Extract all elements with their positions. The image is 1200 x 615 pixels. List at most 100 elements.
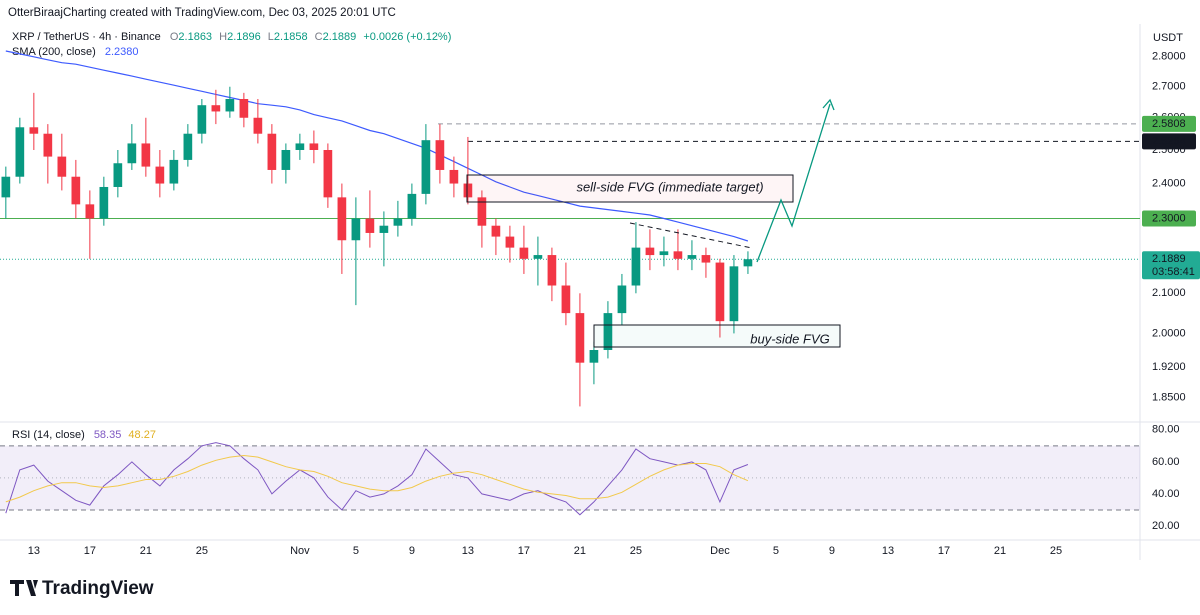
x-tick-label: 17 [938,545,950,557]
series-layer [1,50,753,516]
y-tick-label: 2.7000 [1152,81,1186,93]
candle-body [393,218,403,226]
candle-body [379,225,389,233]
candle-body [267,133,277,170]
candle-body [169,159,179,184]
sma-value: 2.2380 [105,46,139,58]
x-tick-label: 21 [994,545,1006,557]
level-label-bg [1142,133,1196,150]
change: +0.0026 (+0.12%) [363,31,451,43]
axis-layer: 2.80002.70002.60002.50002.40002.10002.00… [28,51,1200,557]
x-tick-label: 9 [829,545,835,557]
candle-body [463,183,473,198]
candle-body [533,255,543,259]
ohlc-value: 2.1858 [274,31,308,43]
last-price-bg [1142,251,1200,280]
ohlc-label: L [268,31,274,43]
trend-line [629,222,753,249]
projection-arrowhead [822,98,835,111]
x-tick-label: Dec [710,545,730,557]
x-tick-label: 21 [140,545,152,557]
candle-body [743,259,753,267]
x-tick-label: 5 [353,545,359,557]
candle-body [701,255,711,263]
y-tick-label: 2.8000 [1152,51,1186,63]
candle-body [127,143,137,164]
x-tick-label: 25 [1050,545,1062,557]
rsi-name: RSI (14, close) [12,429,85,441]
candle-body [673,251,683,259]
candle-body [729,266,739,322]
candle-body [225,99,235,112]
sma-legend: SMA (200, close) 2.2380 [12,46,138,58]
countdown-label: 03:58:41 [1152,266,1195,278]
candle-body [561,285,571,314]
logo-mark [10,580,38,596]
rsi-line [5,442,749,516]
ohlc-value: 2.1863 [178,31,212,43]
sell-side-fvg-label: sell-side FVG (immediate target) [576,179,763,194]
candle-body [155,166,165,184]
candle-body [449,169,459,184]
candle-body [183,133,193,160]
author-line: OtterBiraajCharting created with Trading… [8,7,396,19]
candle-body [85,204,95,219]
logo-text: TradingView [42,578,154,599]
candle-body [617,285,627,314]
candle-body [141,143,151,167]
candle-body [57,156,67,177]
y-tick-label: 20.00 [1152,520,1180,532]
candle-body [477,197,487,226]
ohlc-label: H [219,31,227,43]
candle-body [197,105,207,134]
candle-body [309,143,319,150]
level-label-bg [1142,115,1196,132]
y-tick-label: 1.8500 [1152,391,1186,403]
symbol-legend: XRP / TetherUS · 4h · Binance O2.1863 H2… [12,31,451,43]
y-tick-label: 1.9200 [1152,361,1186,373]
level-label: 2.3000 [1152,212,1186,224]
candle-body [323,149,333,198]
candle-body [421,140,431,194]
y-tick-label: 40.00 [1152,488,1180,500]
candle-body [295,143,305,150]
candle-body [575,313,585,363]
ohlc-value: 2.1896 [227,31,261,43]
candle-body [491,225,501,237]
candle-body [505,236,515,248]
buy-side-fvg-label: buy-side FVG [750,331,829,346]
rsi-line [5,454,749,503]
sma-line [5,50,749,242]
level-label: 2.5808 [1152,118,1186,130]
last-price-label: 2.1889 [1152,253,1186,265]
candle-body [631,247,641,286]
candle-body [71,176,81,205]
y-tick-label: 2.0000 [1152,327,1186,339]
candle-body [113,163,123,187]
candle-body [659,251,669,256]
drawings: sell-side FVG (immediate target) buy-sid… [466,98,841,348]
x-tick-label: 9 [409,545,415,557]
x-tick-label: 17 [84,545,96,557]
candle-body [351,218,361,241]
candle-body [29,127,39,134]
candle-body [365,218,375,233]
x-tick-label: 21 [574,545,586,557]
background-layer [0,123,1140,511]
ohlc-label: C [315,31,323,43]
footer: TradingView [10,578,154,599]
candle-body [519,247,529,259]
x-tick-label: Nov [290,545,310,557]
y-tick-label: 2.1000 [1152,287,1186,299]
candle-body [15,127,25,177]
x-tick-label: 5 [773,545,779,557]
candle-body [589,350,599,363]
candle-body [435,140,445,170]
sma-name: SMA (200, close) [12,46,96,58]
candle-body [687,255,697,259]
candle-body [239,99,249,118]
x-tick-label: 13 [28,545,40,557]
rsi-value: 58.35 [94,429,122,441]
